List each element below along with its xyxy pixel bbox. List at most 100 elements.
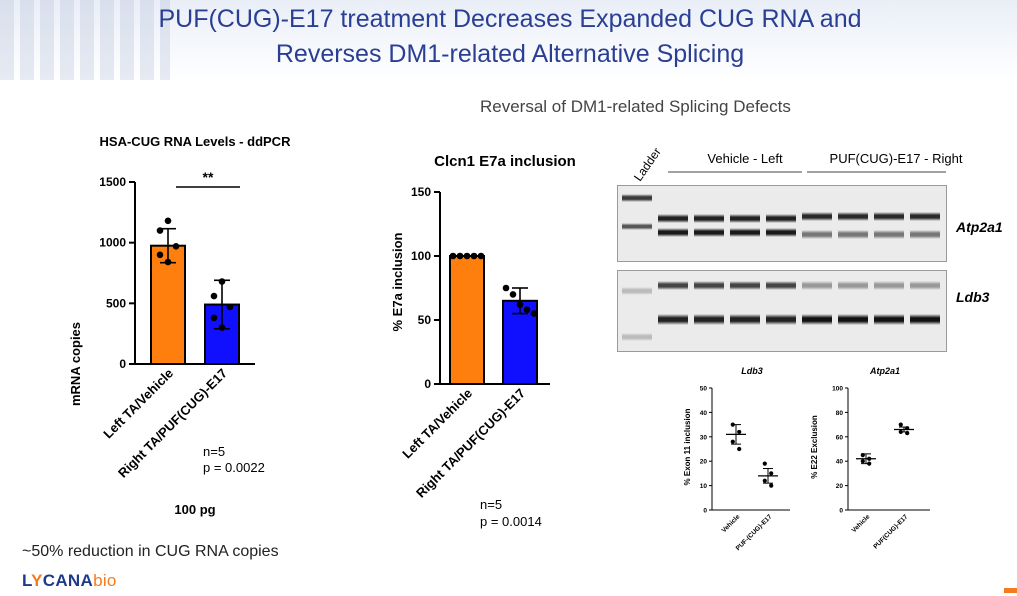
data-point <box>172 243 180 250</box>
slide-title-line2: Reverses DM1-related Alternative Splicin… <box>275 40 745 68</box>
gel-band <box>838 314 868 325</box>
gel-band <box>658 228 688 237</box>
y-tick-label: 0 <box>703 508 707 515</box>
data-point <box>456 252 464 260</box>
ladder-label: Ladder <box>631 145 664 184</box>
gel-band <box>910 281 940 290</box>
gel-band <box>694 228 724 237</box>
gel-band <box>766 214 796 223</box>
gel-band <box>730 314 760 325</box>
gel-band <box>802 212 832 221</box>
data-point <box>737 429 742 435</box>
y-tick-label: 1000 <box>99 236 126 250</box>
data-point <box>156 251 164 259</box>
y-tick-label: 60 <box>836 434 844 441</box>
gel-header: Ladder Vehicle - Left PUF(CUG)-E17 - Rig… <box>631 145 963 184</box>
gel-band <box>802 281 832 290</box>
data-point <box>867 461 872 466</box>
bar <box>449 255 485 385</box>
data-point <box>867 456 872 461</box>
slide-title-line1: PUF(CUG)-E17 treatment Decreases Expande… <box>158 5 862 33</box>
gel-band <box>874 230 904 239</box>
y-tick-label: 40 <box>700 410 708 417</box>
gel-band <box>910 230 940 239</box>
y-tick-label: 20 <box>700 459 708 466</box>
data-point <box>156 227 164 234</box>
y-tick-label: 80 <box>836 410 844 417</box>
data-point <box>762 478 767 483</box>
logo-suffix: bio <box>93 571 117 590</box>
data-point <box>860 459 865 464</box>
gel-band <box>802 314 832 325</box>
data-point <box>502 284 510 292</box>
gel-band <box>658 314 688 325</box>
gel-band <box>874 314 904 325</box>
data-point <box>226 303 234 311</box>
y-tick-label: 30 <box>700 434 708 441</box>
gel-band <box>766 281 796 290</box>
y-tick-label: 20 <box>836 483 844 490</box>
data-point <box>737 446 742 452</box>
chart-title: HSA-CUG RNA Levels - ddPCR <box>100 134 292 149</box>
y-tick-label: 0 <box>839 508 843 515</box>
data-point <box>164 217 172 225</box>
data-point <box>905 431 910 436</box>
chart-clcn1-e7a: Clcn1 E7a inclusion % E7a inclusion n=5 … <box>390 153 576 529</box>
n-label: n=5 <box>480 497 502 512</box>
chart-hsa-cug-rna: HSA-CUG RNA Levels - ddPCR mRNA copies n… <box>68 134 292 517</box>
data-point <box>523 306 531 314</box>
corner-accent <box>1004 588 1017 593</box>
header-banner <box>0 0 1017 80</box>
y-tick-label: 10 <box>700 483 708 490</box>
gene-label-ldb3: Ldb3 <box>956 289 990 305</box>
splicing-subtitle: Reversal of DM1-related Splicing Defects <box>480 97 791 116</box>
y-tick-label: 100 <box>411 249 431 263</box>
data-point <box>516 301 524 308</box>
data-point <box>530 310 538 317</box>
chart-title: Atp2a1 <box>869 366 900 376</box>
data-point <box>218 324 226 331</box>
data-point <box>762 461 767 466</box>
category-label: PUF(CUG)-E17 <box>872 513 909 550</box>
category-label: Vehicle <box>851 513 872 534</box>
gel-band <box>874 281 904 290</box>
gel-band <box>730 228 760 237</box>
gel-band <box>694 314 724 325</box>
y-axis-label: % E7a inclusion <box>390 232 405 331</box>
ladder-band <box>622 194 652 202</box>
ladder-band <box>622 223 652 230</box>
chart-ldb3: Ldb3 % Exon 11 inclusion 0 10 20 30 40 50 Vehi… <box>683 366 790 552</box>
data-point <box>905 426 910 431</box>
y-axis-label: % Exon 11 inclusion <box>683 408 692 485</box>
data-point <box>898 422 903 427</box>
gel-band <box>730 281 760 290</box>
gel-band <box>658 214 688 223</box>
category-label: Vehicle <box>721 513 742 534</box>
gel-band <box>694 214 724 223</box>
data-point <box>164 258 172 266</box>
gel-band <box>910 212 940 221</box>
data-point <box>210 292 218 300</box>
gel-band <box>658 281 688 290</box>
data-point <box>730 439 735 444</box>
logo-prefix: L <box>22 571 32 590</box>
significance-stars: ** <box>203 169 214 185</box>
vehicle-group-label: Vehicle - Left <box>707 151 783 166</box>
logo-main: CANA <box>42 571 94 590</box>
gel-atp2a1 <box>617 185 947 262</box>
y-tick-label: 100 <box>832 386 843 393</box>
y-tick-label: 50 <box>418 313 432 327</box>
bar <box>150 244 186 365</box>
gene-labels: Atp2a1 Ldb3 <box>955 219 1003 305</box>
gel-band <box>766 228 796 237</box>
data-point <box>769 483 774 488</box>
gel-band <box>730 214 760 223</box>
y-tick-label: 500 <box>106 296 126 310</box>
data-point <box>470 252 478 260</box>
gel-ldb3 <box>617 270 947 352</box>
chart-atp2a1: Atp2a1 % E22 Exclusion 0 20 40 60 80 100 Vehic… <box>810 366 930 551</box>
gel-band <box>874 212 904 221</box>
chart-title: Ldb3 <box>741 366 763 376</box>
y-tick-label: 0 <box>424 377 431 391</box>
gel-band <box>910 314 940 325</box>
